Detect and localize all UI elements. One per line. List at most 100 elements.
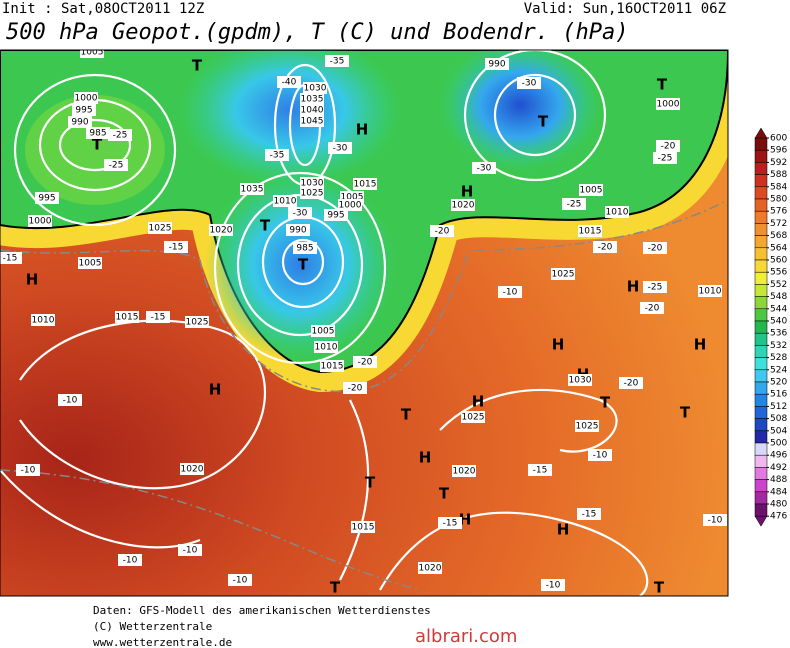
temperature-label-box — [438, 517, 462, 529]
isobar-label: 1015 — [354, 180, 377, 190]
colorbar-label: 580 — [770, 195, 787, 205]
isobar-label: 995 — [327, 211, 344, 221]
colorbar-label: 520 — [770, 378, 787, 388]
temperature-label: -30 — [522, 79, 537, 89]
isobar-label-box — [74, 92, 98, 104]
temperature-label: -10 — [123, 556, 138, 566]
pressure-center: T — [298, 256, 309, 274]
pressure-center: T — [260, 217, 271, 235]
temperature-label-box — [517, 77, 541, 89]
pressure-center: H — [209, 381, 222, 399]
colorbar-bin — [754, 198, 768, 212]
isobar-label: 1000 — [75, 94, 98, 104]
isobar-label: 1025 — [576, 422, 599, 432]
isobar-label: 1035 — [241, 185, 264, 195]
isobar-label-box — [418, 562, 442, 574]
temperature-label-box — [164, 241, 188, 253]
temperature-label-box — [577, 508, 601, 520]
colorbar-bin — [754, 174, 768, 188]
colorbar-label: 560 — [770, 256, 787, 266]
colorbar-label: 492 — [770, 463, 787, 473]
isobar-label-box — [656, 98, 680, 110]
temperature-label: -20 — [661, 142, 676, 152]
isobar-label: 995 — [38, 194, 55, 204]
isobar-label-box — [185, 316, 209, 328]
isobar-label-box — [115, 311, 139, 323]
isobar-label: 1045 — [301, 117, 324, 127]
colorbar-label: 552 — [770, 280, 787, 290]
colorbar-label: 524 — [770, 365, 787, 375]
pressure-center: H — [461, 183, 474, 201]
pressure-center: T — [330, 579, 341, 597]
temperature-label: -20 — [645, 304, 660, 314]
colorbar-label: 496 — [770, 451, 787, 461]
pressure-center: H — [419, 449, 432, 467]
cold-core — [440, 50, 600, 170]
isobar-label-box — [300, 104, 324, 116]
isobar-label: 1020 — [452, 201, 475, 211]
pressure-center: T — [401, 406, 412, 424]
isobar-label: 1040 — [301, 106, 324, 116]
isobar-label: 1000 — [29, 217, 52, 227]
temperature-label-box — [541, 579, 565, 591]
colorbar-label: 572 — [770, 219, 787, 229]
colorbar-bin — [754, 418, 768, 432]
temperature-label: -15 — [3, 254, 18, 264]
temperature-label: -40 — [282, 78, 297, 88]
isobar-label: 1010 — [32, 316, 55, 326]
colorbar-label: 576 — [770, 207, 787, 217]
isobar-label: 1025 — [149, 224, 172, 234]
colorbar-bin — [754, 454, 768, 468]
colorbar-bin — [754, 137, 768, 151]
temperature-label: -30 — [477, 164, 492, 174]
temperature-label-box — [430, 225, 454, 237]
isobar-label-box — [303, 82, 327, 94]
colorbar-bin — [754, 442, 768, 456]
isobar-label: 1010 — [274, 197, 297, 207]
colorbar-bin — [754, 320, 768, 334]
isobar-label-box — [575, 420, 599, 432]
temperature-label-box — [353, 356, 377, 368]
colorbar-label: 584 — [770, 182, 787, 192]
temperature-label: -15 — [151, 313, 166, 323]
colorbar: 600 596 592 588 584 580 576 572 568 564 560 556 552 5… — [754, 127, 787, 527]
colorbar-label: 504 — [770, 426, 787, 436]
isobar-label: 1015 — [116, 313, 139, 323]
isobar-label-box — [78, 257, 102, 269]
pressure-center: T — [600, 394, 611, 412]
temperature-label: -15 — [582, 510, 597, 520]
temperature-label: -25 — [113, 131, 128, 141]
colorbar-bin — [754, 284, 768, 297]
temperature-label-box — [528, 464, 552, 476]
temperature-label: -15 — [443, 519, 458, 529]
footer-copyright: (C) Wetterzentrale — [93, 620, 212, 633]
isobar-label-box — [452, 465, 476, 477]
colorbar-bin — [754, 247, 768, 261]
colorbar-bin — [754, 357, 768, 371]
map-frame — [0, 49, 729, 597]
pressure-center: T — [192, 57, 203, 75]
colorbar-label: 528 — [770, 353, 787, 363]
isobar-label-box — [300, 187, 324, 199]
temperature-label-box — [104, 159, 128, 171]
colorbar-label: 508 — [770, 414, 787, 424]
isobar-label-box — [311, 325, 335, 337]
colorbar-label: 536 — [770, 329, 787, 339]
isobar-label: 1010 — [315, 343, 338, 353]
temperature-label: -25 — [109, 161, 124, 171]
colorbar-bin — [754, 271, 768, 285]
isobar-label: 1020 — [453, 467, 476, 477]
colorbar-label: 564 — [770, 243, 787, 253]
colorbar-bin — [754, 223, 768, 236]
temperature-label: -20 — [648, 244, 663, 254]
temperature-label: -10 — [593, 451, 608, 461]
temperature-label-box — [277, 76, 301, 88]
isobar-label-box — [293, 242, 317, 254]
isobar-label-box — [698, 285, 722, 297]
pressure-center: T — [654, 579, 665, 597]
colorbar-bin — [754, 491, 768, 505]
temperature-label: -20 — [624, 379, 639, 389]
temperature-label-box — [146, 311, 170, 323]
temperature-label-box — [472, 162, 496, 174]
isobar-label: 1025 — [552, 270, 575, 280]
